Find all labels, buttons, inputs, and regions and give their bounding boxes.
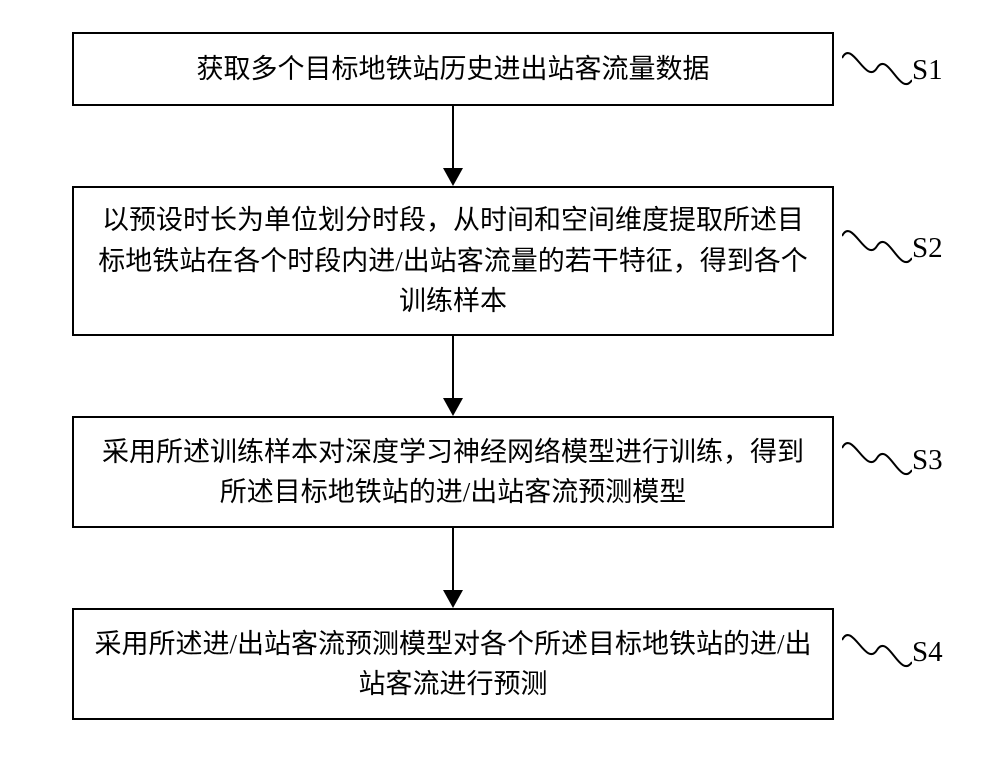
arrow-head-s3-s4 xyxy=(443,590,463,608)
squiggle-s4 xyxy=(842,628,912,676)
step-label-s2: S2 xyxy=(912,232,943,265)
arrow-head-s1-s2 xyxy=(443,168,463,186)
arrow-head-s2-s3 xyxy=(443,398,463,416)
step-label-s4: S4 xyxy=(912,636,943,669)
flowchart-canvas: 获取多个目标地铁站历史进出站客流量数据 S1 以预设时长为单位划分时段，从时间和空间… xyxy=(0,0,1000,758)
squiggle-s2 xyxy=(842,224,912,272)
arrow-line-s2-s3 xyxy=(452,336,454,400)
step-box-s1: 获取多个目标地铁站历史进出站客流量数据 xyxy=(72,32,834,106)
squiggle-s1 xyxy=(842,46,912,94)
step-box-s4: 采用所述进/出站客流预测模型对各个所述目标地铁站的进/出站客流进行预测 xyxy=(72,608,834,720)
arrow-line-s1-s2 xyxy=(452,106,454,170)
step-label-s1: S1 xyxy=(912,54,943,87)
step-box-s3: 采用所述训练样本对深度学习神经网络模型进行训练，得到所述目标地铁站的进/出站客流… xyxy=(72,416,834,528)
step-label-s3: S3 xyxy=(912,444,943,477)
squiggle-s3 xyxy=(842,436,912,484)
step-box-s2: 以预设时长为单位划分时段，从时间和空间维度提取所述目标地铁站在各个时段内进/出站… xyxy=(72,186,834,336)
arrow-line-s3-s4 xyxy=(452,528,454,592)
